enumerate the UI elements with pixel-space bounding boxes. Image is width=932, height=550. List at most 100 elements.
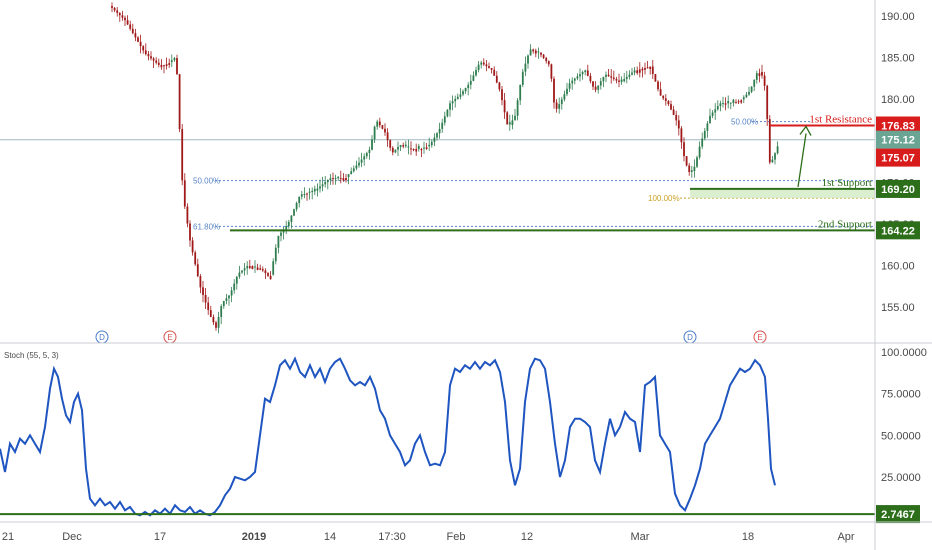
- candle-body: [672, 109, 675, 115]
- candle-body: [116, 10, 119, 13]
- candle-body: [420, 149, 423, 151]
- candle-body: [246, 266, 249, 269]
- candle-body: [144, 50, 147, 55]
- candle-body: [469, 80, 472, 85]
- candle-body: [334, 178, 337, 180]
- candle-body: [553, 78, 555, 103]
- candle-body: [129, 24, 132, 29]
- candle-body: [235, 276, 238, 284]
- candle-body: [254, 266, 256, 268]
- candle-body: [157, 62, 160, 65]
- candle-body: [755, 73, 758, 80]
- candle-body: [181, 129, 184, 181]
- candle-body: [628, 74, 631, 77]
- candle-body: [683, 142, 685, 157]
- candle-body: [251, 265, 254, 270]
- candle-body: [550, 64, 553, 79]
- time-tick-label: Mar: [631, 531, 650, 543]
- price-tick-label: 155.00: [881, 302, 915, 314]
- candle-body: [404, 144, 407, 147]
- candle-body: [748, 91, 750, 95]
- candle-body: [636, 70, 639, 74]
- candle-body: [716, 106, 719, 110]
- candle-body: [493, 69, 496, 76]
- candle-body: [417, 145, 420, 150]
- candle-body: [511, 120, 514, 126]
- candle-body: [742, 97, 745, 100]
- candle-body: [376, 121, 379, 127]
- candle-body: [243, 268, 246, 271]
- candle-body: [592, 81, 594, 87]
- candle-body: [316, 188, 319, 191]
- candle-body: [204, 294, 207, 303]
- candle-body: [729, 102, 732, 104]
- stoch-line: [0, 356, 776, 517]
- candle-body: [490, 67, 493, 70]
- candle-body: [277, 235, 280, 248]
- candle-body: [241, 270, 243, 273]
- candle-body: [761, 71, 763, 76]
- candle-body: [706, 123, 709, 131]
- candle-body: [662, 95, 665, 99]
- candle-body: [649, 66, 652, 69]
- candle-body: [300, 194, 303, 197]
- support-2-label: 2nd Support: [818, 218, 872, 230]
- candle-body: [121, 15, 124, 18]
- candle-body: [202, 287, 204, 295]
- candle-body: [631, 72, 633, 75]
- candle-body: [532, 49, 535, 52]
- candle-body: [248, 266, 251, 268]
- candle-body: [709, 115, 711, 124]
- candle-body: [540, 52, 542, 55]
- price-tick-label: 160.00: [881, 260, 915, 272]
- candle-body: [464, 88, 467, 92]
- time-tick-label: Apr: [837, 531, 854, 543]
- candle-body: [472, 75, 475, 81]
- stoch-axis: 2.7467 25.0000 50.0000 75.0000 100.0000: [876, 347, 927, 524]
- candle-body: [389, 140, 392, 148]
- candle-body: [238, 272, 241, 277]
- candle-body: [638, 69, 641, 73]
- candle-body: [194, 252, 197, 265]
- candle-body: [150, 56, 152, 59]
- candle-body: [113, 7, 116, 11]
- candle-body: [714, 109, 717, 113]
- candle-body: [680, 128, 683, 143]
- candle-body: [126, 20, 129, 25]
- candle-body: [584, 70, 587, 73]
- candle-body: [168, 63, 171, 65]
- candle-body: [724, 103, 727, 105]
- candle-body: [303, 193, 306, 195]
- candle-body: [589, 75, 592, 82]
- candle-body: [547, 61, 550, 65]
- candle-body: [667, 101, 670, 105]
- candle-body: [165, 64, 168, 66]
- candle-body: [217, 316, 220, 328]
- support-2-badge: 164.22: [881, 225, 915, 237]
- candle-body: [220, 306, 223, 317]
- price-tick-label: 190.00: [881, 11, 915, 23]
- candle-body: [555, 102, 558, 109]
- candle-body: [597, 85, 600, 90]
- candle-body: [693, 166, 696, 171]
- candle-body: [326, 179, 329, 183]
- candle-body: [399, 145, 402, 147]
- candle-body: [521, 71, 524, 85]
- candle-body: [438, 128, 441, 134]
- candle-body: [566, 88, 568, 95]
- candle-body: [677, 120, 680, 129]
- candle-body: [363, 156, 366, 160]
- candle-body: [423, 147, 425, 149]
- candle-body: [534, 50, 537, 54]
- stoch-panel: Stoch (55, 5, 3): [0, 351, 875, 517]
- last-price-badge: 175.12: [881, 135, 915, 147]
- candle-body: [623, 79, 626, 82]
- candle-body: [485, 64, 488, 67]
- fib-label-50-left: 50.00%: [193, 177, 220, 186]
- candle-body: [215, 322, 217, 328]
- candle-body: [378, 121, 381, 126]
- candle-body: [477, 64, 480, 71]
- fib-label-100: 100.00%: [648, 194, 680, 203]
- candle-body: [345, 178, 347, 181]
